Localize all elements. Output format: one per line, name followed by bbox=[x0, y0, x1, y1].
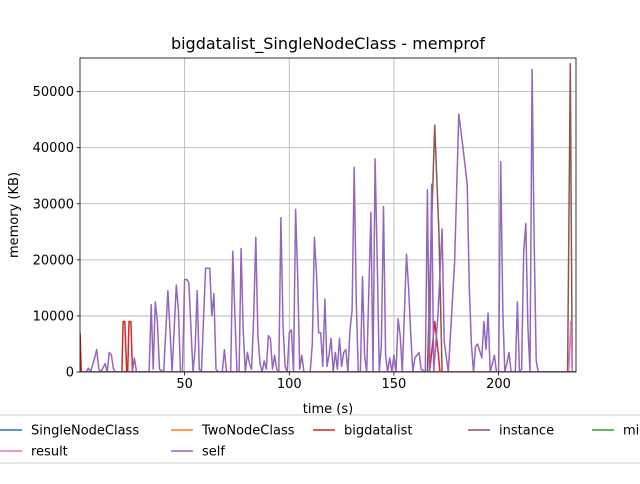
y-tick-label: 50000 bbox=[33, 85, 74, 100]
y-axis-label: memory (KB) bbox=[7, 172, 22, 258]
y-tick-label: 30000 bbox=[33, 197, 74, 212]
y-tick-label: 20000 bbox=[33, 253, 74, 268]
plot-frame bbox=[79, 57, 577, 373]
x-axis-label: time (s) bbox=[303, 402, 353, 417]
legend-label: self bbox=[202, 445, 225, 460]
legend-label: middledatalist bbox=[623, 424, 640, 439]
y-tick-label: 10000 bbox=[33, 309, 74, 324]
legend-box bbox=[0, 414, 640, 464]
series-line-self bbox=[80, 68, 576, 372]
x-tick-label: 100 bbox=[277, 377, 302, 392]
legend-label: SingleNodeClass bbox=[31, 424, 139, 439]
legend-label: bigdatalist bbox=[344, 424, 413, 439]
x-tick-label: 200 bbox=[486, 377, 511, 392]
legend-label: TwoNodeClass bbox=[201, 424, 295, 439]
y-tick-label: 40000 bbox=[33, 141, 74, 156]
chart-title: bigdatalist_SingleNodeClass - memprof bbox=[171, 34, 485, 54]
x-tick-label: 150 bbox=[382, 377, 407, 392]
x-tick-label: 50 bbox=[176, 377, 193, 392]
y-tick-label: 0 bbox=[66, 366, 74, 381]
series-line-result bbox=[80, 320, 573, 372]
legend-label: result bbox=[31, 445, 68, 460]
legend-label: instance bbox=[499, 424, 554, 439]
